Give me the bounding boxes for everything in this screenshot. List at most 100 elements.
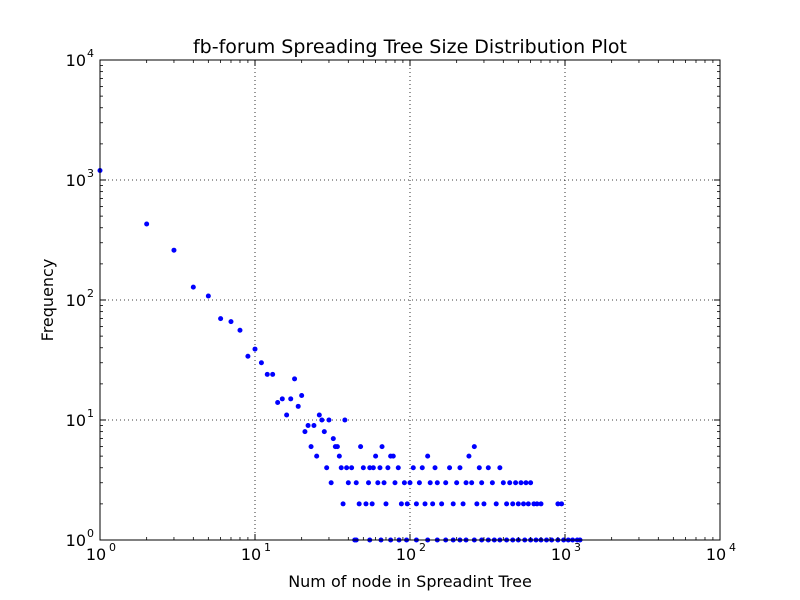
data-point [336,453,342,459]
data-point [476,465,482,471]
data-point [356,501,362,507]
data-point [497,465,503,471]
y-tick-exponent: 2 [87,287,94,300]
data-point [471,444,477,450]
data-point [513,480,519,486]
data-point [427,480,433,486]
data-point [457,465,463,471]
data-point [416,480,422,486]
y-tick-exponent: 0 [87,527,94,540]
data-point [358,444,364,450]
data-point [144,221,150,227]
data-point [237,327,243,333]
chart-title: fb-forum Spreading Tree Size Distributio… [193,36,627,58]
data-point [252,346,258,352]
y-tick-label: 10 [66,291,86,310]
data-point [500,480,506,486]
y-axis-label: Frequency [38,259,57,342]
data-point [314,453,320,459]
data-point [404,501,410,507]
data-point [334,444,340,450]
x-tick-exponent: 4 [729,541,736,554]
data-point [439,501,445,507]
data-point [395,465,401,471]
data-point [523,480,529,486]
data-point [410,465,416,471]
data-point [288,396,294,402]
y-tick-exponent: 1 [87,407,94,420]
data-point [316,412,322,418]
data-point [328,480,334,486]
data-point [559,501,565,507]
data-point [528,480,534,486]
data-point [443,480,449,486]
data-point [295,403,301,409]
x-tick-exponent: 1 [264,541,271,554]
x-tick-label: 10 [86,545,106,564]
data-point [326,417,332,423]
data-point [367,465,373,471]
data-point [342,417,348,423]
data-point [425,453,431,459]
data-point [510,501,516,507]
data-point [299,393,305,399]
data-point [447,465,453,471]
data-point [258,360,264,366]
data-point [275,399,281,405]
data-point [349,465,355,471]
data-point [474,501,480,507]
data-point [515,501,521,507]
data-point [379,444,385,450]
data-point [344,465,350,471]
x-tick-label: 10 [241,545,261,564]
data-point [460,501,466,507]
data-point [430,501,436,507]
y-tick-exponent: 4 [87,47,94,60]
x-tick-label: 10 [551,545,571,564]
data-point [270,371,276,377]
data-point [481,501,487,507]
data-point [330,436,336,442]
data-point [390,453,396,459]
data-point [284,412,290,418]
data-point [383,501,389,507]
data-point [504,501,510,507]
data-point [419,465,425,471]
data-point [369,501,375,507]
data-point [485,465,491,471]
data-point [366,480,372,486]
data-point [345,480,351,486]
data-point [518,480,524,486]
data-point [279,396,285,402]
data-point [525,501,531,507]
data-point [264,371,270,377]
x-tick-exponent: 3 [574,541,581,554]
data-point [190,284,196,290]
grid [100,60,720,540]
data-point [521,501,527,507]
data-point [377,465,383,471]
data-point [381,480,387,486]
data-point [454,480,460,486]
data-point [305,422,311,428]
data-point [493,501,499,507]
data-point [538,501,544,507]
data-point [205,293,211,299]
data-point [375,480,381,486]
data-point [171,247,177,253]
data-point [245,353,251,359]
data-point [555,501,561,507]
data-point [360,465,366,471]
data-point [407,480,413,486]
data-point [370,465,376,471]
y-tick-label: 10 [66,171,86,190]
data-point [338,465,344,471]
data-point [422,501,428,507]
data-point [479,480,485,486]
y-tick-exponent: 3 [87,167,94,180]
data-point [340,501,346,507]
data-point [392,480,398,486]
data-point [311,422,317,428]
